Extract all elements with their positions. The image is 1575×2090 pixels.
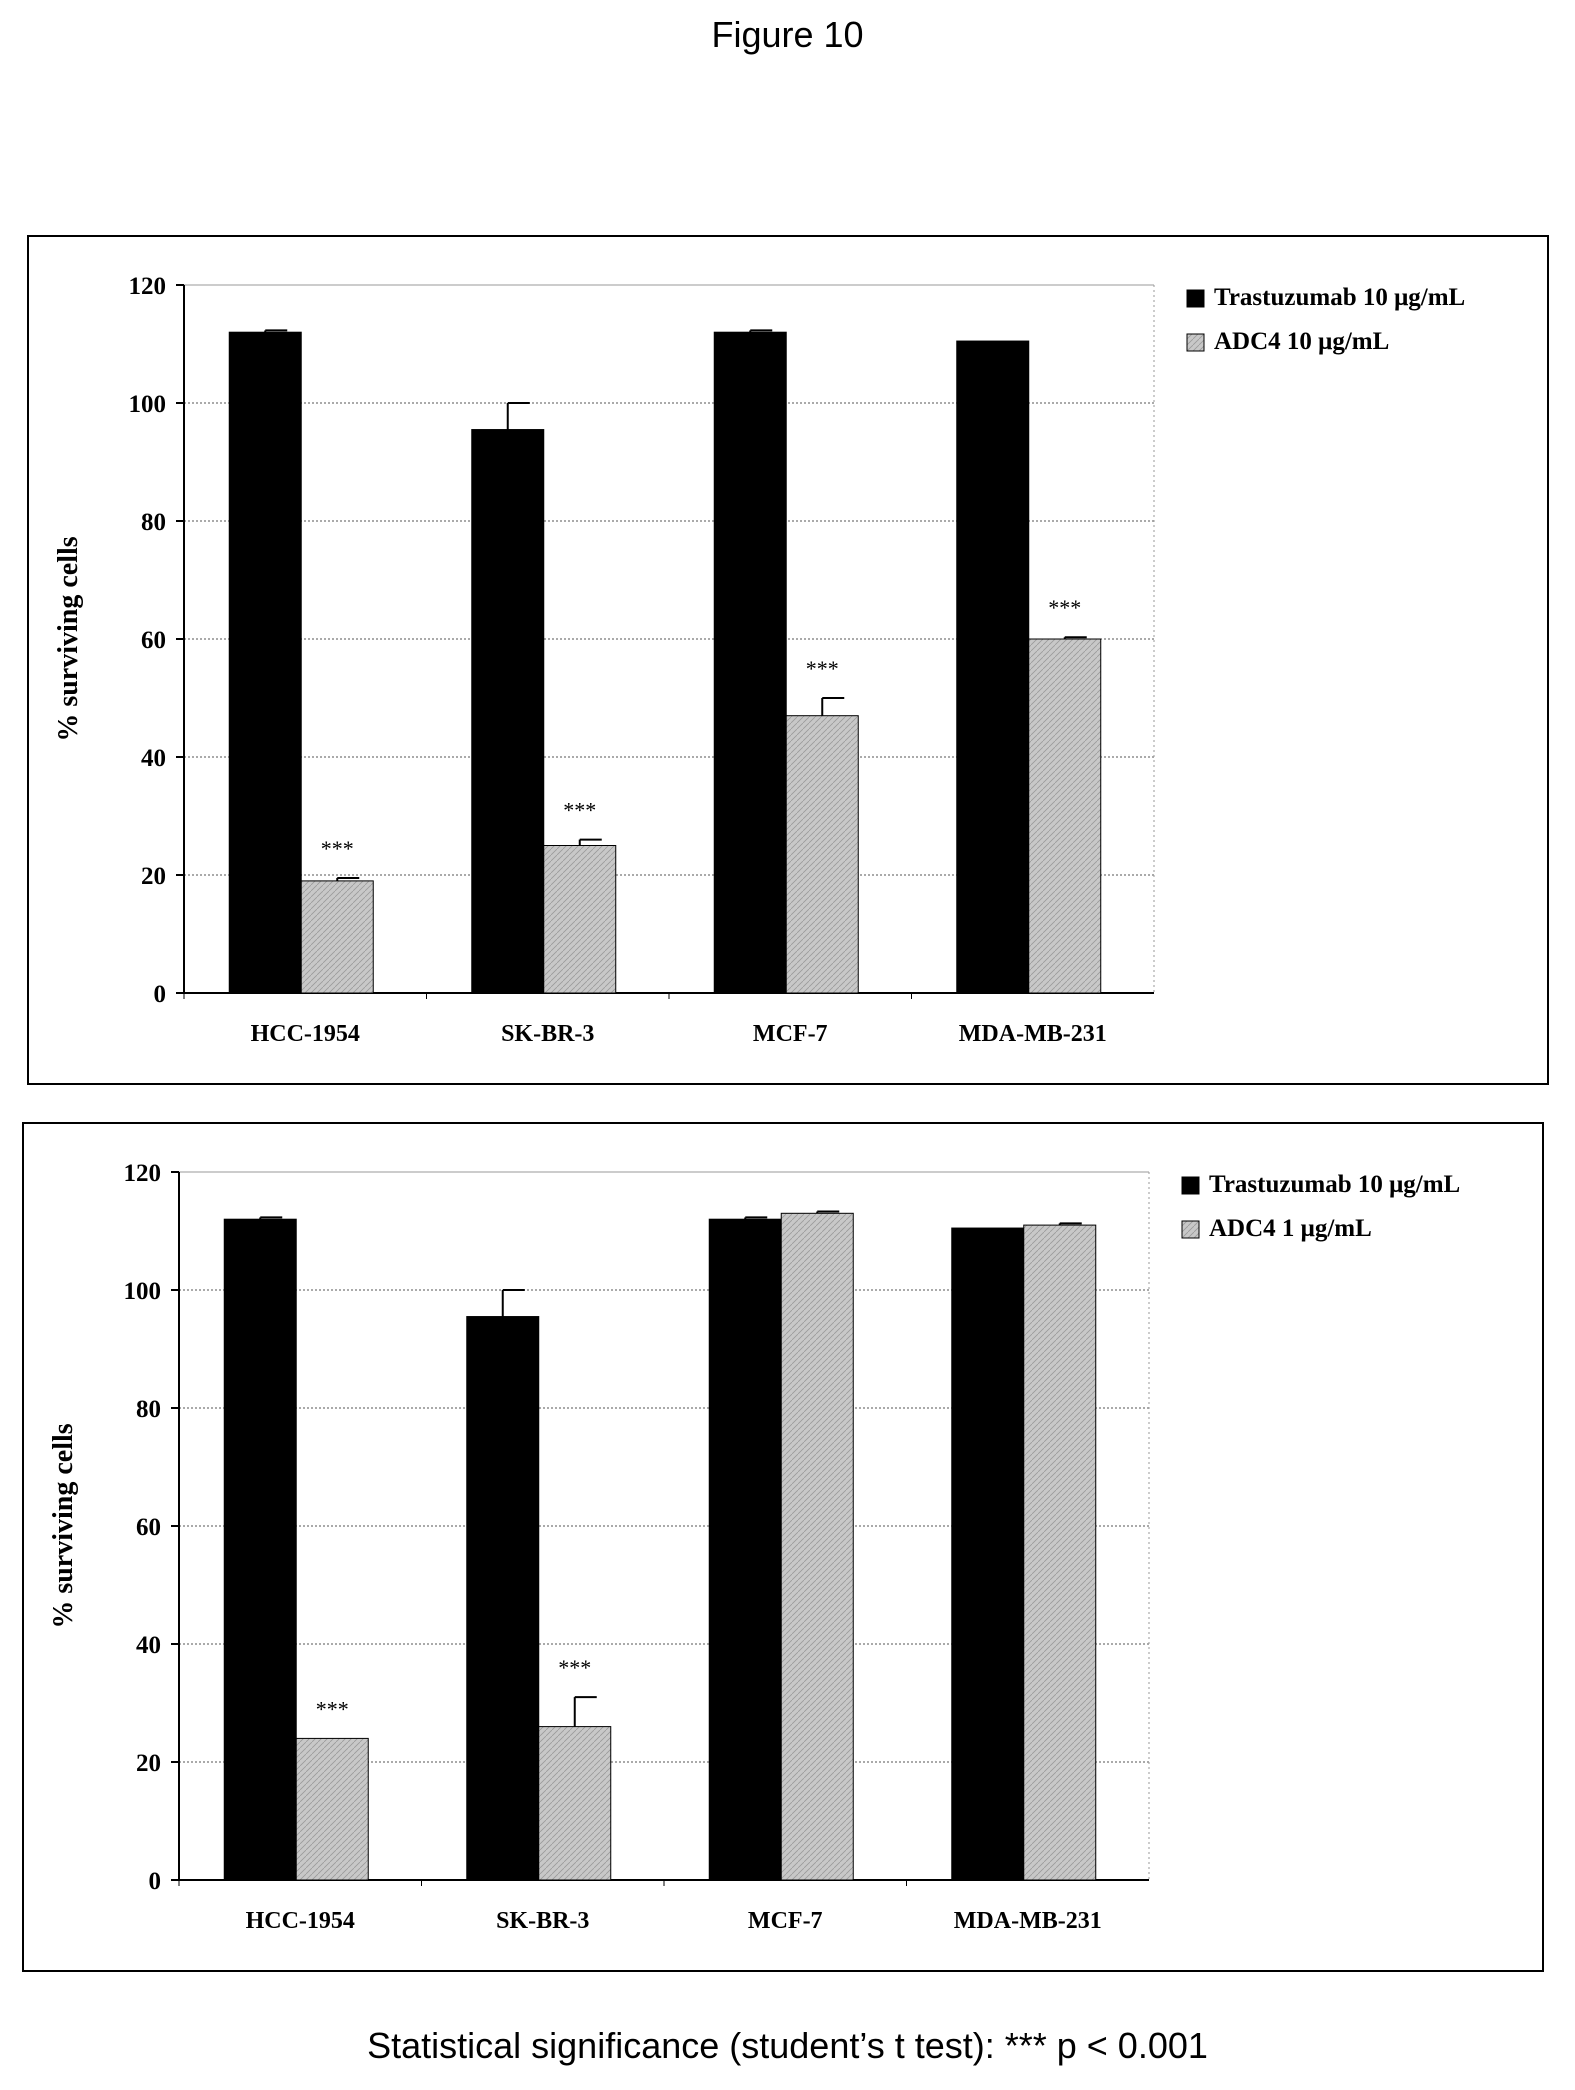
bar-adc4 <box>785 715 859 994</box>
bar-trastuzumab <box>471 429 545 994</box>
significance-footnote: Statistical significance (student’s t te… <box>367 2025 1208 2066</box>
bar-trastuzumab <box>223 1218 297 1881</box>
legend-swatch-adc4 <box>1186 333 1205 352</box>
bar-adc4 <box>295 1737 369 1881</box>
chart-panel-bottom: 0 20 40 60 80 100 120 HCC-1954 *** SK-BR-3 *** MCF-… <box>22 1122 1544 1972</box>
y-tick-label: 100 <box>129 391 167 418</box>
legend-swatch-trastuzumab <box>1186 289 1205 308</box>
x-tick-label: HCC-1954 <box>251 1021 360 1047</box>
bar-trastuzumab <box>713 331 787 994</box>
y-axis-label: % surviving cells <box>48 1423 79 1628</box>
y-tick-label: 0 <box>149 1868 162 1895</box>
y-tick-label: 80 <box>136 1396 161 1423</box>
y-tick-label: 80 <box>141 509 166 536</box>
bar-trastuzumab <box>466 1316 540 1881</box>
bar-adc4 <box>780 1212 854 1881</box>
y-tick-label: 120 <box>124 1160 162 1187</box>
y-tick-label: 20 <box>136 1750 161 1777</box>
bar-chart-top: 0 20 40 60 80 100 120 HCC-1954 *** SK-BR-3 *** MCF-… <box>53 273 1465 1047</box>
bar-trastuzumab <box>708 1218 782 1881</box>
legend-label: Trastuzumab 10 μg/mL <box>1209 1171 1460 1198</box>
significance-label: *** <box>1048 595 1081 620</box>
x-tick-label: MDA-MB-231 <box>959 1021 1107 1047</box>
y-tick-label: 100 <box>124 1278 162 1305</box>
y-axis-label: % surviving cells <box>53 536 84 741</box>
x-tick-label: SK-BR-3 <box>501 1021 594 1047</box>
x-tick-label: MCF-7 <box>748 1908 823 1934</box>
legend-label: Trastuzumab 10 μg/mL <box>1214 284 1465 311</box>
bar-adc4 <box>538 1726 612 1881</box>
legend-swatch-trastuzumab <box>1181 1176 1200 1195</box>
x-tick-label: HCC-1954 <box>246 1908 355 1934</box>
figure-title: Figure 10 <box>711 14 864 55</box>
bar-adc4 <box>1023 1224 1097 1881</box>
x-tick-label: SK-BR-3 <box>496 1908 589 1934</box>
bar-adc4 <box>1028 638 1102 994</box>
significance-label: *** <box>563 798 596 823</box>
x-tick-label: MDA-MB-231 <box>954 1908 1102 1934</box>
y-tick-label: 60 <box>141 627 166 654</box>
bar-adc4 <box>300 880 374 994</box>
legend-swatch-adc4 <box>1181 1220 1200 1239</box>
significance-label: *** <box>316 1696 349 1721</box>
y-tick-label: 0 <box>154 981 167 1008</box>
significance-label: *** <box>321 836 354 861</box>
significance-label: *** <box>558 1655 591 1680</box>
y-tick-label: 60 <box>136 1514 161 1541</box>
bar-trastuzumab <box>951 1227 1025 1881</box>
bar-trastuzumab <box>228 331 302 994</box>
bar-adc4 <box>543 845 617 994</box>
y-tick-label: 120 <box>129 273 167 300</box>
bar-trastuzumab <box>956 340 1030 994</box>
significance-label: *** <box>806 656 839 681</box>
legend-label: ADC4 1 μg/mL <box>1209 1215 1372 1242</box>
y-tick-label: 20 <box>141 863 166 890</box>
y-tick-label: 40 <box>136 1632 161 1659</box>
y-tick-label: 40 <box>141 745 166 772</box>
chart-panel-top: 0 20 40 60 80 100 120 HCC-1954 *** SK-BR-3 *** MCF-… <box>27 235 1549 1085</box>
x-tick-label: MCF-7 <box>753 1021 828 1047</box>
bar-chart-bottom: 0 20 40 60 80 100 120 HCC-1954 *** SK-BR-3 *** MCF-… <box>48 1160 1460 1934</box>
legend-label: ADC4 10 μg/mL <box>1214 328 1389 355</box>
